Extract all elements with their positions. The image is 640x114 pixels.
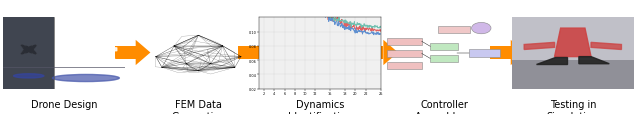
- Text: Testing in
Simulation: Testing in Simulation: [547, 99, 599, 114]
- FancyBboxPatch shape: [387, 50, 422, 57]
- Polygon shape: [591, 43, 621, 50]
- Text: Drone Design: Drone Design: [31, 99, 97, 109]
- Polygon shape: [536, 57, 567, 64]
- FancyBboxPatch shape: [387, 38, 422, 45]
- Ellipse shape: [100, 36, 115, 42]
- Text: Controller
Assemblage: Controller Assemblage: [415, 99, 474, 114]
- Polygon shape: [383, 40, 398, 66]
- Text: Dynamics
Identification: Dynamics Identification: [288, 99, 352, 114]
- Bar: [362, 46, 383, 60]
- Polygon shape: [259, 40, 274, 66]
- FancyBboxPatch shape: [429, 43, 458, 50]
- Bar: [238, 46, 259, 60]
- Polygon shape: [579, 57, 609, 64]
- Polygon shape: [136, 40, 150, 66]
- Bar: [115, 46, 136, 60]
- FancyBboxPatch shape: [387, 62, 422, 69]
- Polygon shape: [511, 40, 525, 66]
- FancyBboxPatch shape: [468, 50, 500, 57]
- Bar: [490, 46, 511, 60]
- Ellipse shape: [100, 57, 115, 62]
- Circle shape: [472, 23, 491, 35]
- Polygon shape: [524, 43, 554, 50]
- Polygon shape: [21, 46, 36, 54]
- FancyBboxPatch shape: [438, 26, 470, 34]
- Text: FEM Data
Generation: FEM Data Generation: [171, 99, 226, 114]
- Bar: [512, 18, 634, 61]
- FancyBboxPatch shape: [429, 55, 458, 62]
- Polygon shape: [554, 29, 591, 57]
- Ellipse shape: [57, 57, 72, 62]
- Ellipse shape: [52, 75, 119, 82]
- Ellipse shape: [57, 36, 72, 42]
- Polygon shape: [21, 46, 36, 54]
- Ellipse shape: [13, 74, 44, 78]
- Ellipse shape: [75, 44, 97, 55]
- Bar: [512, 61, 634, 89]
- Bar: [3, 18, 54, 89]
